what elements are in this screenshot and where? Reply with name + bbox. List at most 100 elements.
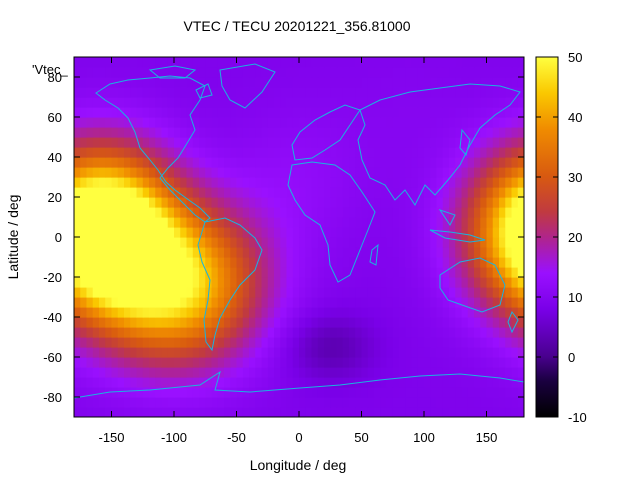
- heatmap-cell: [367, 337, 375, 348]
- heatmap-cell: [292, 137, 300, 148]
- heatmap-cell: [280, 137, 288, 148]
- heatmap-cell: [280, 367, 288, 378]
- heatmap-cell: [280, 97, 288, 108]
- heatmap-cell: [430, 327, 438, 338]
- heatmap-cell: [411, 327, 419, 338]
- heatmap-cell: [86, 87, 94, 98]
- heatmap-cell: [330, 317, 338, 328]
- heatmap-cell: [280, 397, 288, 408]
- heatmap-cell: [424, 287, 431, 298]
- heatmap-cell: [255, 207, 263, 218]
- heatmap-cell: [99, 167, 106, 178]
- heatmap-cell: [367, 167, 375, 178]
- heatmap-cell: [436, 287, 444, 298]
- heatmap-cell: [430, 267, 438, 278]
- heatmap-cell: [380, 67, 388, 78]
- heatmap-cell: [111, 157, 119, 168]
- colorbar-tick-label: 20: [568, 230, 582, 245]
- heatmap-cell: [349, 57, 356, 68]
- heatmap-cell: [161, 357, 169, 368]
- coastline-greenland: [219, 63, 276, 109]
- heatmap-cell: [486, 147, 494, 158]
- heatmap-cell: [242, 57, 250, 68]
- heatmap-cell: [255, 267, 263, 278]
- heatmap-cell: [492, 77, 500, 88]
- heatmap-cell: [211, 387, 219, 398]
- heatmap-cell: [249, 177, 256, 188]
- heatmap-cell: [480, 277, 488, 288]
- heatmap-cell: [292, 257, 300, 268]
- heatmap-cell: [499, 347, 506, 358]
- heatmap-cell: [324, 347, 331, 358]
- heatmap-cell: [349, 367, 356, 378]
- heatmap-cell: [117, 327, 125, 338]
- heatmap-cell: [174, 347, 181, 358]
- heatmap-cell: [492, 67, 500, 78]
- heatmap-cell: [74, 107, 81, 118]
- heatmap-cell: [199, 217, 206, 228]
- heatmap-cell: [442, 87, 450, 98]
- heatmap-cell: [111, 327, 119, 338]
- heatmap-cell: [192, 237, 200, 248]
- heatmap-cell: [474, 307, 481, 318]
- heatmap-cell: [130, 127, 138, 138]
- heatmap-cell: [374, 157, 381, 168]
- heatmap-cell: [374, 257, 381, 268]
- heatmap-cell: [80, 67, 88, 78]
- heatmap-cell: [367, 237, 375, 248]
- heatmap-cell: [186, 207, 194, 218]
- heatmap-cell: [180, 157, 188, 168]
- heatmap-cell: [511, 337, 519, 348]
- heatmap-cell: [417, 287, 425, 298]
- heatmap-cell: [392, 237, 400, 248]
- heatmap-cell: [442, 407, 450, 417]
- heatmap-cell: [242, 317, 250, 328]
- heatmap-cell: [305, 57, 313, 68]
- heatmap-cell: [511, 77, 519, 88]
- heatmap-cell: [249, 147, 256, 158]
- heatmap-cell: [74, 367, 81, 378]
- heatmap-cell: [167, 187, 175, 198]
- heatmap-cell: [130, 387, 138, 398]
- heatmap-cell: [80, 317, 88, 328]
- heatmap-cell: [142, 67, 150, 78]
- heatmap-cell: [174, 207, 181, 218]
- heatmap-cell: [480, 77, 488, 88]
- series-key-label: 'Vtec_: [32, 62, 68, 77]
- heatmap-cell: [430, 157, 438, 168]
- heatmap-cell: [217, 217, 225, 228]
- heatmap-cell: [311, 217, 319, 228]
- heatmap-cell: [324, 147, 331, 158]
- heatmap-cell: [211, 147, 219, 158]
- heatmap-cell: [130, 87, 138, 98]
- heatmap-cell: [336, 377, 344, 388]
- heatmap-cell: [449, 317, 456, 328]
- heatmap-cell: [411, 307, 419, 318]
- heatmap-cell: [99, 127, 106, 138]
- heatmap-cell: [117, 187, 125, 198]
- heatmap-cell: [136, 157, 144, 168]
- heatmap-cell: [161, 307, 169, 318]
- heatmap-cell: [480, 217, 488, 228]
- heatmap-cell: [424, 367, 431, 378]
- heatmap-cell: [355, 117, 363, 128]
- heatmap-cell: [517, 77, 524, 88]
- heatmap-cell: [330, 357, 338, 368]
- heatmap-cell: [505, 377, 513, 388]
- heatmap-cell: [92, 347, 100, 358]
- heatmap-cell: [517, 247, 524, 258]
- heatmap-cell: [149, 117, 156, 128]
- heatmap-cell: [174, 57, 181, 68]
- heatmap-cell: [330, 157, 338, 168]
- heatmap-cell: [86, 127, 94, 138]
- heatmap-cell: [336, 347, 344, 358]
- heatmap-cell: [374, 147, 381, 158]
- heatmap-cell: [242, 137, 250, 148]
- heatmap-cell: [105, 237, 113, 248]
- heatmap-cell: [486, 177, 494, 188]
- heatmap-cell: [161, 217, 169, 228]
- heatmap-cell: [136, 357, 144, 368]
- heatmap-cell: [511, 247, 519, 258]
- heatmap-cell: [499, 307, 506, 318]
- heatmap-cell: [455, 217, 463, 228]
